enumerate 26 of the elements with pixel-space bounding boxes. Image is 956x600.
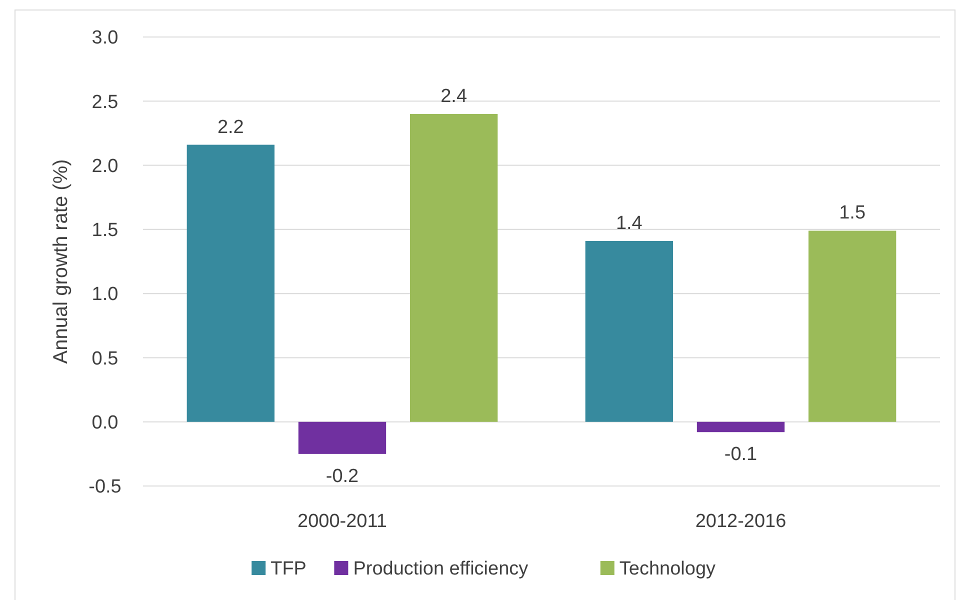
y-tick-label: 2.0 xyxy=(92,156,118,177)
y-tick-label: 2.5 xyxy=(92,92,118,113)
legend-label: TFP xyxy=(270,558,306,580)
y-tick-label: 0.5 xyxy=(92,348,118,370)
data-label: 2.4 xyxy=(440,86,468,107)
x-tick-label: 2012-2016 xyxy=(695,511,786,532)
y-tick-label: 1.5 xyxy=(92,220,118,242)
y-axis-title: Annual growth rate (%) xyxy=(50,159,72,364)
bar xyxy=(585,240,674,422)
bar xyxy=(410,114,498,422)
data-label: 2.2 xyxy=(217,116,244,138)
y-tick-label: 1.0 xyxy=(92,284,118,306)
y-tick-label: 3.0 xyxy=(92,28,118,49)
data-label: -0.2 xyxy=(326,466,359,487)
legend-label: Technology xyxy=(619,558,716,580)
y-tick-label: -0.5 xyxy=(88,476,122,498)
bar xyxy=(696,422,785,432)
data-label: 1.4 xyxy=(616,212,643,234)
legend-label: Production efficiency xyxy=(353,558,529,580)
x-tick-label: 2000-2011 xyxy=(298,511,387,532)
bar xyxy=(298,422,386,454)
data-label: 1.5 xyxy=(839,202,866,224)
bar xyxy=(808,230,896,422)
bar xyxy=(186,144,275,422)
y-tick-label: 0.0 xyxy=(92,412,118,434)
data-label: -0.1 xyxy=(724,444,758,466)
